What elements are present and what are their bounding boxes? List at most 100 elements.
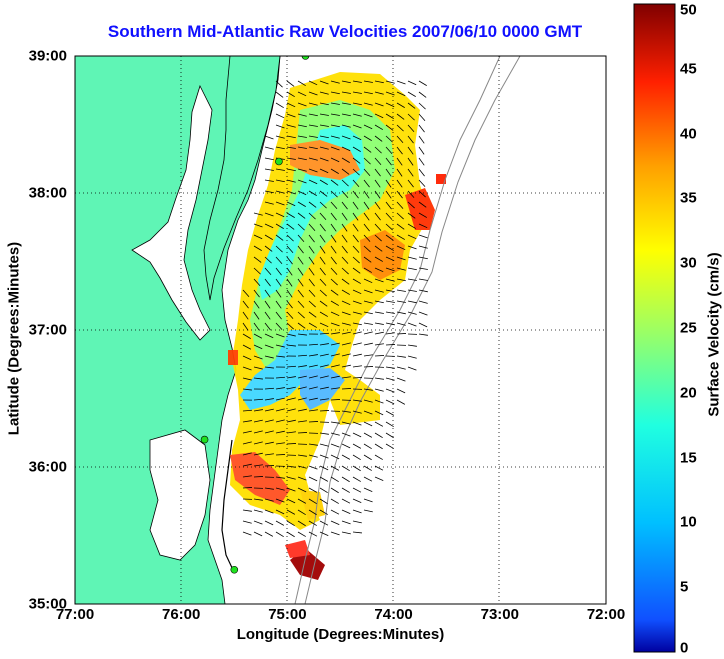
velocity-arrow: [385, 80, 395, 84]
velocity-arrow: [308, 375, 318, 379]
velocity-arrow: [374, 432, 383, 439]
velocity-arrow: [297, 113, 307, 117]
velocity-arrow: [407, 267, 417, 271]
velocity-arrow: [308, 267, 315, 276]
velocity-arrow: [341, 212, 348, 221]
velocity-arrow: [363, 179, 370, 188]
velocity-arrow: [363, 168, 371, 176]
velocity-arrow: [253, 430, 263, 434]
velocity-arrow: [286, 168, 296, 172]
velocity-arrow: [352, 267, 361, 274]
colorbar-tick-label: 45: [680, 60, 697, 78]
velocity-arrow: [363, 498, 373, 503]
velocity-arrow: [275, 397, 285, 401]
colorbar-tick-label: 50: [680, 1, 697, 19]
velocity-arrow: [385, 102, 395, 108]
velocity-arrow: [385, 377, 395, 381]
velocity-arrow: [319, 212, 327, 220]
velocity-arrow: [418, 135, 425, 144]
velocity-arrow: [242, 509, 252, 512]
velocity-arrow: [319, 245, 326, 254]
velocity-arrow: [363, 331, 373, 335]
velocity-arrow: [363, 454, 372, 461]
velocity-arrow: [352, 146, 361, 152]
colorbar-tick-label: 40: [680, 125, 697, 143]
velocity-arrow: [352, 124, 362, 129]
velocity-arrow: [341, 179, 349, 187]
velocity-arrow: [319, 398, 329, 401]
velocity-arrow: [396, 366, 406, 370]
velocity-arrow: [418, 311, 428, 316]
velocity-arrow: [352, 201, 359, 210]
velocity-arrow: [242, 366, 252, 371]
velocity-arrow: [341, 256, 349, 264]
velocity-arrow: [374, 234, 382, 242]
velocity-arrow: [385, 201, 392, 210]
velocity-arrow: [308, 322, 317, 328]
velocity-arrow: [330, 487, 339, 494]
velocity-arrow: [264, 278, 271, 287]
velocity-arrow: [297, 408, 307, 412]
velocity-arrow: [385, 432, 394, 439]
velocity-arrow: [330, 364, 340, 368]
velocity-arrow: [264, 465, 275, 467]
velocity-arrow: [319, 332, 330, 335]
velocity-arrow: [264, 223, 274, 229]
velocity-arrow: [341, 364, 351, 368]
velocity-arrow: [297, 146, 307, 149]
velocity-arrow: [297, 91, 307, 97]
velocity-arrow: [396, 91, 406, 97]
velocity-arrow: [264, 190, 274, 194]
velocity-arrow: [275, 245, 283, 253]
velocity-arrow: [319, 124, 329, 127]
velocity-arrow: [363, 399, 373, 403]
velocity-arrow: [319, 509, 328, 515]
velocity-arrow: [407, 245, 417, 250]
velocity-arrow: [286, 443, 297, 445]
velocity-arrow: [352, 190, 359, 199]
velocity-arrow: [319, 223, 326, 232]
velocity-arrow: [242, 430, 252, 434]
velocity-arrow: [264, 498, 274, 502]
velocity-arrow: [352, 443, 362, 449]
velocity-arrow: [308, 223, 316, 231]
velocity-arrow: [374, 124, 383, 130]
velocity-arrow: [319, 113, 329, 116]
velocity-arrow: [352, 410, 362, 414]
velocity-arrow: [308, 289, 316, 297]
velocity-arrow: [275, 289, 282, 298]
velocity-arrow: [385, 289, 395, 293]
velocity-arrow: [253, 419, 263, 423]
velocity-arrow: [385, 388, 395, 393]
velocity-arrow: [264, 520, 274, 526]
velocity-arrow: [374, 331, 384, 335]
velocity-arrow: [308, 146, 318, 150]
velocity-arrow: [418, 157, 425, 166]
velocity-arrow: [407, 366, 417, 371]
velocity-arrow: [407, 124, 415, 132]
velocity-arrow: [308, 397, 318, 401]
velocity-arrow: [264, 333, 274, 339]
velocity-arrow: [407, 201, 415, 209]
pamlico-sound: [149, 429, 211, 561]
velocity-arrow: [253, 377, 263, 380]
velocity-arrow: [275, 355, 285, 358]
velocity-arrow: [319, 201, 327, 209]
velocity-arrow: [330, 353, 340, 357]
velocity-arrow: [385, 190, 392, 199]
velocity-arrow: [341, 432, 351, 437]
velocity-arrow: [286, 300, 293, 309]
velocity-arrow: [297, 289, 304, 298]
velocity-arrow: [352, 331, 362, 335]
velocity-arrow: [308, 409, 318, 412]
velocity-arrow: [352, 179, 360, 187]
velocity-arrow: [396, 278, 406, 282]
velocity-arrow: [242, 531, 252, 536]
velocity-arrow: [253, 531, 263, 537]
velocity-arrow: [352, 476, 361, 482]
velocity-arrow: [407, 157, 414, 166]
velocity-arrow: [253, 333, 263, 339]
velocity-arrow: [286, 476, 296, 480]
velocity-arrow: [330, 113, 340, 116]
velocity-arrow: [264, 430, 274, 434]
